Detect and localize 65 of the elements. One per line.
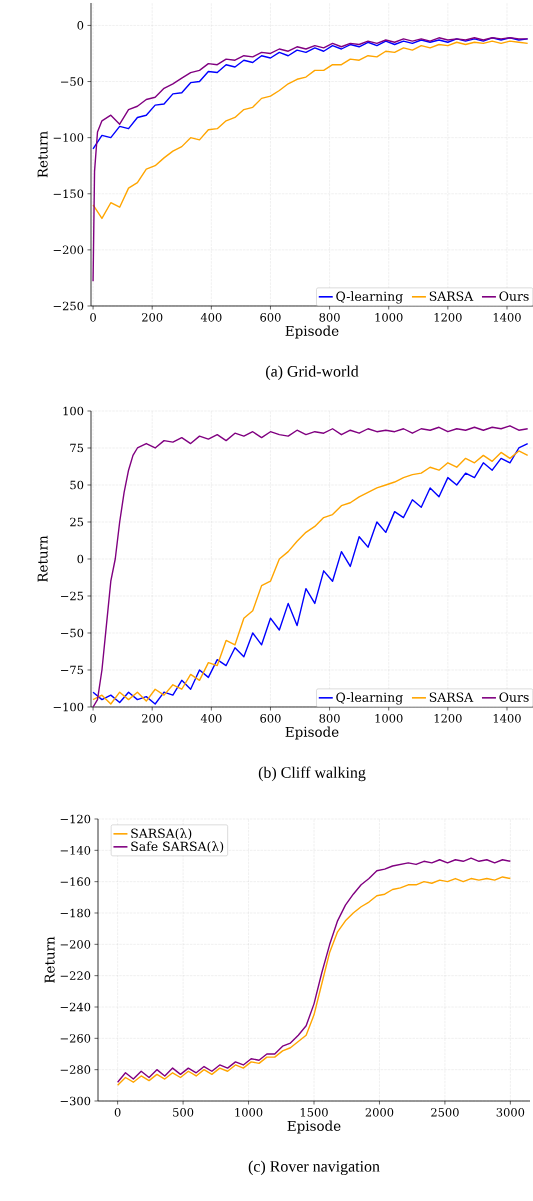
y-tick-label: −50	[61, 628, 84, 638]
x-axis-title: Episode	[285, 325, 339, 339]
x-tick-label: 1400	[493, 714, 521, 723]
x-tick-label: 400	[200, 313, 222, 322]
y-tick-label: −75	[61, 665, 84, 675]
text: (a) Grid-world	[266, 365, 359, 380]
x-tick-label: 3000	[496, 1108, 525, 1117]
x-tick-label: 600	[260, 313, 281, 322]
legend-label: Ours	[499, 291, 529, 301]
x-tick-label: 1000	[235, 1108, 263, 1117]
y-tick-label: 100	[63, 406, 84, 416]
y-tick-label: −50	[61, 77, 84, 86]
y-tick-label: −220	[60, 971, 91, 980]
y-tick-label: −200	[53, 245, 84, 255]
y-tick-label: 75	[70, 443, 84, 453]
x-axis-title: Episode	[287, 1120, 341, 1134]
legend-label: SARSA(λ)	[131, 828, 192, 840]
x-tick-label: 800	[319, 313, 340, 322]
y-tick-label: −120	[60, 814, 91, 824]
y-tick-label: −160	[60, 877, 91, 886]
legend-label: Q-learning	[336, 291, 403, 304]
x-tick-label: 1400	[493, 313, 521, 322]
legend-label: Ours	[499, 692, 529, 702]
y-tick-label: −25	[61, 591, 84, 601]
x-tick-label: 1000	[375, 313, 403, 322]
y-tick-label: −260	[60, 1034, 91, 1043]
x-tick-label: 0	[114, 1108, 121, 1117]
x-tick-label: 600	[260, 714, 281, 723]
text: (b) Cliff walking	[258, 766, 366, 782]
x-tick-label: 1500	[300, 1108, 328, 1117]
legend-label: SARSA	[429, 291, 474, 301]
y-tick-label: 25	[70, 517, 84, 527]
x-tick-label: 1200	[434, 313, 462, 322]
y-tick-label: 50	[70, 480, 84, 490]
y-axis-title: Return	[37, 535, 48, 582]
x-tick-label: 2500	[431, 1108, 459, 1117]
y-tick-label: 0	[77, 554, 84, 564]
y-tick-label: −240	[60, 1002, 91, 1012]
y-tick-label: −280	[60, 1065, 91, 1074]
x-tick-label: 200	[142, 714, 163, 723]
x-tick-label: 500	[173, 1108, 194, 1117]
y-tick-label: −180	[60, 908, 91, 918]
x-axis-title: Episode	[285, 726, 339, 740]
y-tick-label: −300	[60, 1096, 91, 1106]
y-tick-label: −140	[60, 846, 91, 855]
x-tick-label: 400	[200, 714, 222, 723]
y-tick-label: −250	[53, 301, 84, 311]
line-series	[92, 40, 529, 220]
y-tick-label: −100	[53, 702, 84, 712]
x-tick-label: 1000	[375, 714, 403, 723]
y-tick-label: −200	[60, 940, 91, 949]
y-axis-title: Return	[44, 936, 55, 983]
legend-label: SARSA	[429, 692, 474, 702]
legend-label: Q-learning	[336, 692, 403, 705]
y-tick-label: 0	[77, 21, 84, 30]
line-series	[92, 37, 529, 282]
x-tick-label: 800	[319, 714, 340, 723]
text: (c) Rover navigation	[248, 1160, 380, 1176]
x-tick-label: 1200	[434, 714, 462, 723]
legend-label: Safe SARSA(λ)	[131, 841, 224, 853]
x-tick-label: 2000	[365, 1108, 394, 1117]
y-tick-label: −100	[53, 133, 84, 142]
y-tick-label: −150	[53, 189, 84, 199]
y-axis-title: Return	[37, 131, 48, 178]
x-tick-label: 200	[142, 313, 163, 322]
